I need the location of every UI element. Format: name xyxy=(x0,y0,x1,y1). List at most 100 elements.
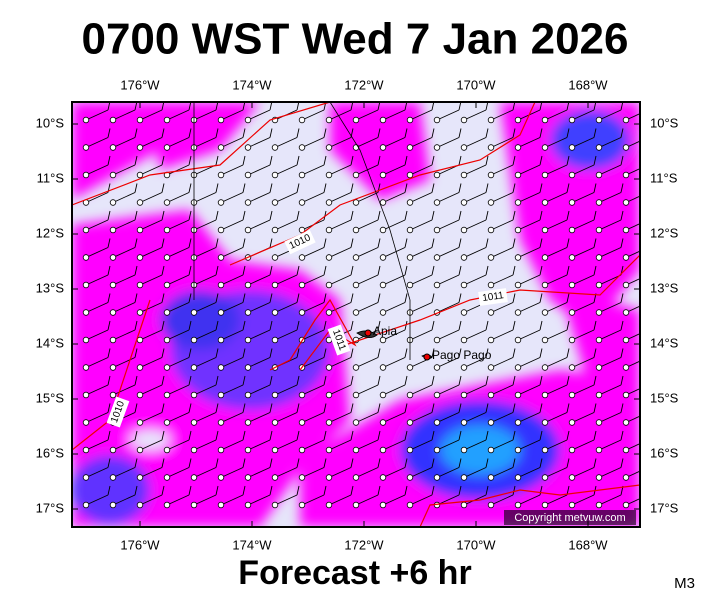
barb-staff xyxy=(382,384,406,396)
barb-staff xyxy=(625,498,640,506)
barb-station xyxy=(82,474,90,481)
barb-flag xyxy=(512,485,516,496)
wind-barb xyxy=(136,403,165,426)
barb-flag xyxy=(431,293,435,303)
barb-staff xyxy=(166,329,190,341)
barb-station xyxy=(325,474,333,481)
barb-station xyxy=(163,254,171,261)
barb-flag xyxy=(377,348,381,358)
barb-staff xyxy=(382,192,406,203)
wind-barb xyxy=(271,430,300,454)
barb-staff xyxy=(490,247,514,258)
barb-flag xyxy=(539,485,543,496)
barb-flag xyxy=(485,128,489,138)
barb-flag xyxy=(593,430,597,441)
barb-station xyxy=(109,171,117,179)
barb-flag xyxy=(188,128,192,138)
barb-staff xyxy=(166,467,190,478)
barb-station xyxy=(190,446,198,454)
barb-staff xyxy=(301,109,325,121)
wind-barb xyxy=(190,293,219,316)
barb-station xyxy=(163,281,171,289)
barb-flag xyxy=(107,485,111,496)
barb-staff xyxy=(112,164,136,176)
barb-station xyxy=(298,254,306,261)
wind-barb xyxy=(379,155,408,179)
barb-flag xyxy=(620,183,624,193)
barb-station xyxy=(298,391,306,399)
wind-barb xyxy=(217,403,246,426)
wind-barb xyxy=(541,403,570,426)
barb-flag xyxy=(566,430,570,441)
barb-staff xyxy=(382,109,406,121)
wind-barb xyxy=(568,102,597,124)
barb-staff xyxy=(112,274,136,286)
barb-staff xyxy=(517,274,541,286)
barb-staff xyxy=(274,467,298,478)
barb-staff xyxy=(193,109,217,121)
barb-staff xyxy=(517,164,541,176)
wind-barb xyxy=(163,320,192,344)
barb-staff xyxy=(139,109,163,121)
barb-staff xyxy=(328,109,352,121)
barb-station xyxy=(271,254,279,261)
barb-flag xyxy=(350,430,354,441)
barb-station xyxy=(352,364,360,371)
barb-flag xyxy=(188,458,192,468)
wind-barb xyxy=(622,360,640,371)
barb-staff xyxy=(85,219,109,231)
barb-staff xyxy=(571,247,595,258)
lat-label: 12°S xyxy=(650,225,679,240)
barb-staff xyxy=(85,274,109,286)
barb-staff xyxy=(382,439,406,451)
barb-station xyxy=(217,254,225,261)
barb-staff xyxy=(598,137,622,148)
barb-staff xyxy=(274,164,298,176)
barb-station xyxy=(352,419,360,426)
barb-station xyxy=(109,474,117,481)
barb-staff xyxy=(328,494,352,506)
barb-station xyxy=(514,199,522,206)
wind-barb xyxy=(271,485,300,509)
wind-barb xyxy=(217,320,246,344)
barb-flag xyxy=(431,430,435,441)
lon-label: 172°W xyxy=(344,537,384,552)
barb-station xyxy=(541,116,549,124)
wind-barb xyxy=(298,375,327,399)
barb-flag xyxy=(188,293,192,303)
wind-barb xyxy=(622,195,640,206)
barb-staff xyxy=(436,329,460,341)
barb-staff xyxy=(328,192,352,203)
wind-barb xyxy=(568,375,597,399)
wind-barb xyxy=(163,238,192,261)
wind-barb xyxy=(514,265,543,289)
barb-staff xyxy=(544,109,568,121)
wind-barb xyxy=(622,113,640,124)
barb-staff xyxy=(409,219,433,231)
wind-barb xyxy=(136,238,165,261)
barb-staff xyxy=(571,357,595,368)
barb-staff xyxy=(463,192,487,203)
barb-staff xyxy=(436,302,460,313)
barb-staff xyxy=(436,137,460,148)
barb-staff xyxy=(247,384,271,396)
copyright: Copyright metvuw.com xyxy=(514,512,625,524)
barb-flag xyxy=(134,183,138,193)
wind-barb xyxy=(352,485,381,509)
barb-flag xyxy=(269,348,273,358)
wind-barb xyxy=(568,458,597,481)
barb-staff xyxy=(490,329,514,341)
isobar-label: 1011 xyxy=(482,290,505,304)
barb-flag xyxy=(485,320,489,331)
wind-barb xyxy=(541,430,570,454)
barb-flag xyxy=(593,320,597,331)
barb-staff xyxy=(166,274,190,286)
barb-staff xyxy=(355,494,379,506)
wind-barb xyxy=(271,320,300,344)
barb-staff xyxy=(139,384,163,396)
barb-station xyxy=(271,336,279,344)
barb-station xyxy=(271,199,279,206)
barb-staff xyxy=(355,109,379,121)
barb-staff xyxy=(85,439,109,451)
barb-staff xyxy=(544,384,568,396)
